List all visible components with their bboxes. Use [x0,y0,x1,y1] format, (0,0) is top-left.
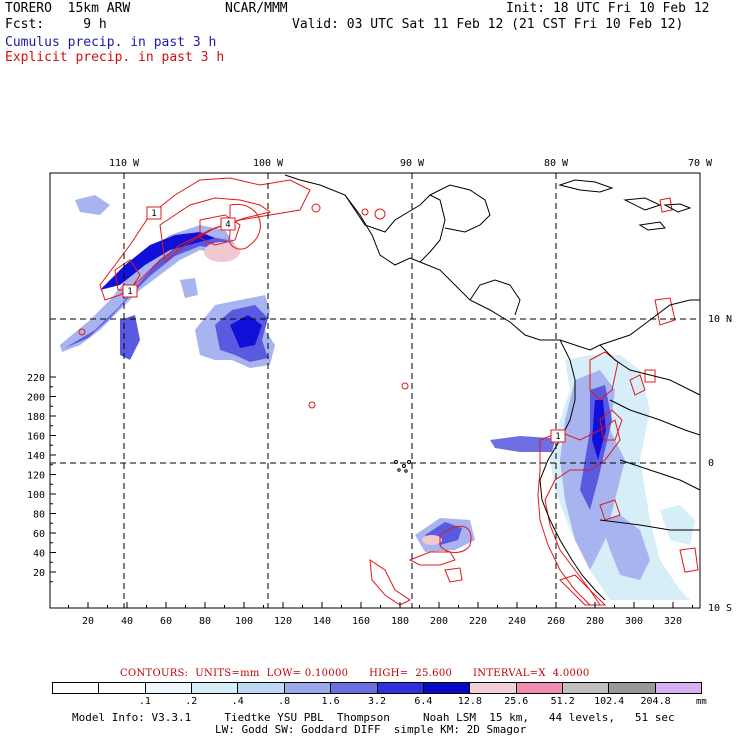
forecast-hour: Fcst: 9 h [5,17,107,32]
colorbar-unit: mm [696,697,707,707]
colorbar-swatch [655,683,702,693]
x-grid-label: 20 [82,616,94,627]
model-info-line2: LW: Godd SW: Goddard DIFF simple KM: 2D … [215,723,527,736]
top-lon-labels: 110 W 100 W 90 W 80 W 70 W [109,158,713,169]
y-grid-label: 120 [27,471,45,482]
colorbar-swatch [331,683,378,693]
valid-time: Valid: 03 UTC Sat 11 Feb 12 (21 CST Fri … [292,17,684,32]
x-grid-label: 260 [547,616,565,627]
colorbar-swatch [562,683,610,693]
contour-box-3: 1 [127,287,132,297]
colorbar-swatch [284,683,332,693]
x-grid-label: 180 [391,616,409,627]
explicit-label: Explicit precip. in past 3 h [5,50,225,65]
lat-label-10s: 10 S [708,603,732,614]
colorbar-swatch [470,683,517,693]
x-grid-label: 220 [469,616,487,627]
colorbar-label: .1 [138,696,151,707]
colorbar-swatch [145,683,193,693]
cumulus-label: Cumulus precip. in past 3 h [5,35,217,50]
colorbar [52,682,702,694]
lat-label-0: 0 [708,458,714,469]
colorbar-swatch [53,683,100,693]
y-grid-label: 80 [33,510,45,521]
colorbar-label: 204.8 [640,696,671,707]
colorbar-swatch [377,683,424,693]
y-grid-label: 140 [27,451,45,462]
y-grid-label: 220 [27,373,45,384]
colorbar-swatch [192,683,239,693]
lat-lon-grid [50,173,700,608]
contour-box-labels: 1 4 1 1 [122,206,566,443]
x-grid-label: 120 [274,616,292,627]
colorbar-swatch [238,683,285,693]
y-grid-label: 100 [27,490,45,501]
x-grid-label: 240 [508,616,526,627]
x-grid-label: 40 [121,616,133,627]
lat-label-10n: 10 N [708,314,732,325]
y-grid-label: 40 [33,549,45,560]
colorbar-label: 25.6 [504,696,529,707]
x-grid-label: 140 [313,616,331,627]
x-grid-label: 320 [664,616,682,627]
lon-label-100w: 100 W [253,158,284,169]
right-lat-labels: 10 N 0 10 S [708,314,732,614]
model-title: TORERO 15km ARW [5,1,131,16]
x-grid-label: 160 [352,616,370,627]
y-grid-label: 160 [27,432,45,443]
y-grid-label: 200 [27,393,45,404]
colorbar-label: .4 [231,696,244,707]
center-title: NCAR/MMM [225,1,288,16]
colorbar-label: 51.2 [550,696,575,707]
colorbar-label: 6.4 [414,696,433,707]
colorbar-swatch [609,683,656,693]
lon-label-70w: 70 W [688,158,713,169]
colorbar-label: .8 [278,696,291,707]
colorbar-label: 102.4 [594,696,625,707]
x-grid-label: 280 [586,616,604,627]
x-grid-label: 60 [160,616,172,627]
x-grid-label: 80 [199,616,211,627]
coastlines [284,174,701,601]
lon-label-80w: 80 W [544,158,569,169]
y-grid-label: 60 [33,529,45,540]
x-grid-label: 100 [235,616,253,627]
lon-label-90w: 90 W [400,158,425,169]
contour-box-1: 1 [151,209,156,219]
y-grid-label: 20 [33,568,45,579]
y-grid-label: 180 [27,412,45,423]
x-grid-labels: 20 40 60 80 100 120 140 160 180 200 220 240 260 280 30… [82,616,682,627]
colorbar-label: .2 [185,696,198,707]
lon-label-110w: 110 W [109,158,140,169]
model-info-line1: Model Info: V3.3.1 Tiedtke YSU PBL Thomp… [72,711,675,724]
colorbar-label: 3.2 [367,696,387,707]
x-grid-label: 200 [430,616,448,627]
colorbar-label: 12.8 [457,696,482,707]
contour-box-2: 4 [225,220,230,230]
x-grid-label: 300 [625,616,643,627]
colorbar-swatch [423,683,471,693]
y-grid-labels: 220 200 180 160 140 120 100 80 60 40 20 [27,373,45,579]
init-time: Init: 18 UTC Fri 10 Feb 12 [506,1,710,16]
colorbar-swatch [516,683,563,693]
contours-info: CONTOURS: UNITS=mm LOW= 0.10000 HIGH= 25… [120,668,590,679]
colorbar-swatch [99,683,146,693]
contour-box-4: 1 [555,432,560,442]
colorbar-label: 1.6 [321,696,340,707]
axis-ticks [50,376,693,608]
